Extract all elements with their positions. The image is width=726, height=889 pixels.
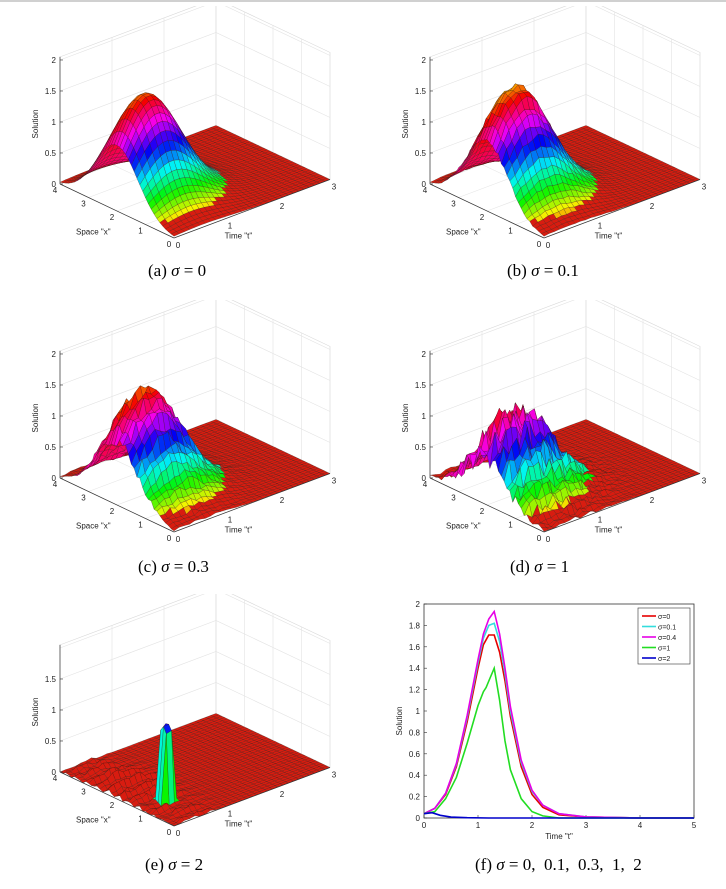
surface-panel-b: 0 0.5 1 1.5 2 0 1 2 3 4 0 1 2 3 Solution Space "x" Time … <box>380 6 710 261</box>
t-axis-line <box>543 179 701 239</box>
x-axis-label: Space "x" <box>76 521 111 530</box>
x-axis-line <box>429 183 545 239</box>
z-tick-label: 0.5 <box>415 149 427 158</box>
t-tick-label: 2 <box>650 202 655 211</box>
z-axis-label: Solution <box>31 110 40 139</box>
t-tick-label: 3 <box>702 183 707 192</box>
caption-label: (a) <box>148 261 167 280</box>
x-axis-line <box>59 477 175 533</box>
x-tick-label: 0 <box>167 534 172 543</box>
x-tick-label: 4 <box>423 186 428 195</box>
t-tick-label: 3 <box>332 183 337 192</box>
t-tick-label: 2 <box>280 496 285 505</box>
caption-symbol: σ <box>531 261 540 280</box>
z-tick-label: 2 <box>422 56 427 65</box>
surface-patch <box>170 231 180 237</box>
t-tick-label: 0 <box>176 535 181 544</box>
z-axis-label: Solution <box>31 404 40 433</box>
caption-a: (a) σ = 0 <box>148 261 206 281</box>
surface <box>59 385 331 532</box>
surface-panel-a: 0 0.5 1 1.5 2 0 1 2 3 4 0 1 2 3 Solution Space "x" Time … <box>10 6 340 261</box>
z-tick-label: 2 <box>52 350 57 359</box>
z-tick-label: 0.5 <box>45 443 57 452</box>
caption-c: (c) σ = 0.3 <box>138 557 209 577</box>
z-tick-label: 0 <box>52 180 57 189</box>
caption-symbol: σ <box>171 261 180 280</box>
x-tick-label: 3 <box>451 200 456 209</box>
t-tick-label: 3 <box>332 477 337 486</box>
surface-patch <box>540 231 550 237</box>
z-tick-label: 2 <box>52 56 57 65</box>
axis-lines <box>429 56 701 239</box>
z-tick-label: 1 <box>52 412 57 421</box>
t-tick-label: 1 <box>228 222 233 231</box>
caption-eq: = <box>543 261 554 280</box>
x-axis-label: Space "x" <box>446 227 481 236</box>
z-tick-label: 1 <box>422 118 427 127</box>
t-axis-line <box>173 179 331 239</box>
top-border <box>0 0 726 2</box>
surface-panel-c: 0 0.5 1 1.5 2 0 1 2 3 4 0 1 2 3 Solution Space "x" Time … <box>10 300 340 555</box>
caption-label: (c) <box>138 557 157 576</box>
z-tick-label: 1.5 <box>45 87 57 96</box>
surface <box>59 92 331 237</box>
axis-lines <box>59 350 331 533</box>
t-tick-label: 2 <box>280 202 285 211</box>
x-axis-label: Space "x" <box>76 227 111 236</box>
surface <box>429 402 701 532</box>
x-axis-line <box>59 183 175 239</box>
x-tick-label: 0 <box>167 240 172 249</box>
surface-patch <box>170 525 180 532</box>
t-tick-label: 0 <box>546 241 551 250</box>
z-tick-label: 1.5 <box>415 87 427 96</box>
x-tick-label: 4 <box>53 480 58 489</box>
t-tick-label: 1 <box>598 222 603 231</box>
x-tick-label: 1 <box>508 227 513 236</box>
x-tick-label: 2 <box>480 213 485 222</box>
z-tick-label: 0 <box>52 474 57 483</box>
caption-value: 0.3 <box>187 557 209 576</box>
surface-panel-d: 0 0.5 1 1.5 2 0 1 2 3 4 0 1 2 3 Solution Space "x" Time … <box>380 300 710 555</box>
caption-label: (b) <box>507 261 527 280</box>
z-tick-label: 0.5 <box>45 149 57 158</box>
caption-symbol: σ <box>161 557 170 576</box>
caption-value: 0.1 <box>557 261 579 280</box>
z-tick-label: 1 <box>52 118 57 127</box>
t-axis-label: Time "t" <box>225 526 253 535</box>
z-tick-label: 1.5 <box>45 381 57 390</box>
x-tick-label: 2 <box>110 213 115 222</box>
z-axis-label: Solution <box>401 110 410 139</box>
caption-b: (b) σ = 0.1 <box>507 261 579 281</box>
x-tick-label: 4 <box>53 186 58 195</box>
caption-eq: = <box>173 557 184 576</box>
caption-value: 0 <box>197 261 207 280</box>
caption-eq: = <box>183 261 194 280</box>
t-axis-line <box>173 473 331 533</box>
x-tick-label: 1 <box>138 227 143 236</box>
x-tick-label: 1 <box>138 521 143 530</box>
t-axis-label: Time "t" <box>595 232 623 241</box>
t-tick-label: 1 <box>228 516 233 525</box>
x-tick-label: 2 <box>110 507 115 516</box>
t-axis-label: Time "t" <box>225 232 253 241</box>
x-tick-label: 3 <box>81 494 86 503</box>
x-tick-label: 3 <box>81 200 86 209</box>
z-tick-label: 0 <box>422 180 427 189</box>
x-tick-label: 0 <box>537 240 542 249</box>
surface <box>429 83 701 237</box>
axis-lines <box>59 56 331 239</box>
t-tick-label: 0 <box>176 241 181 250</box>
